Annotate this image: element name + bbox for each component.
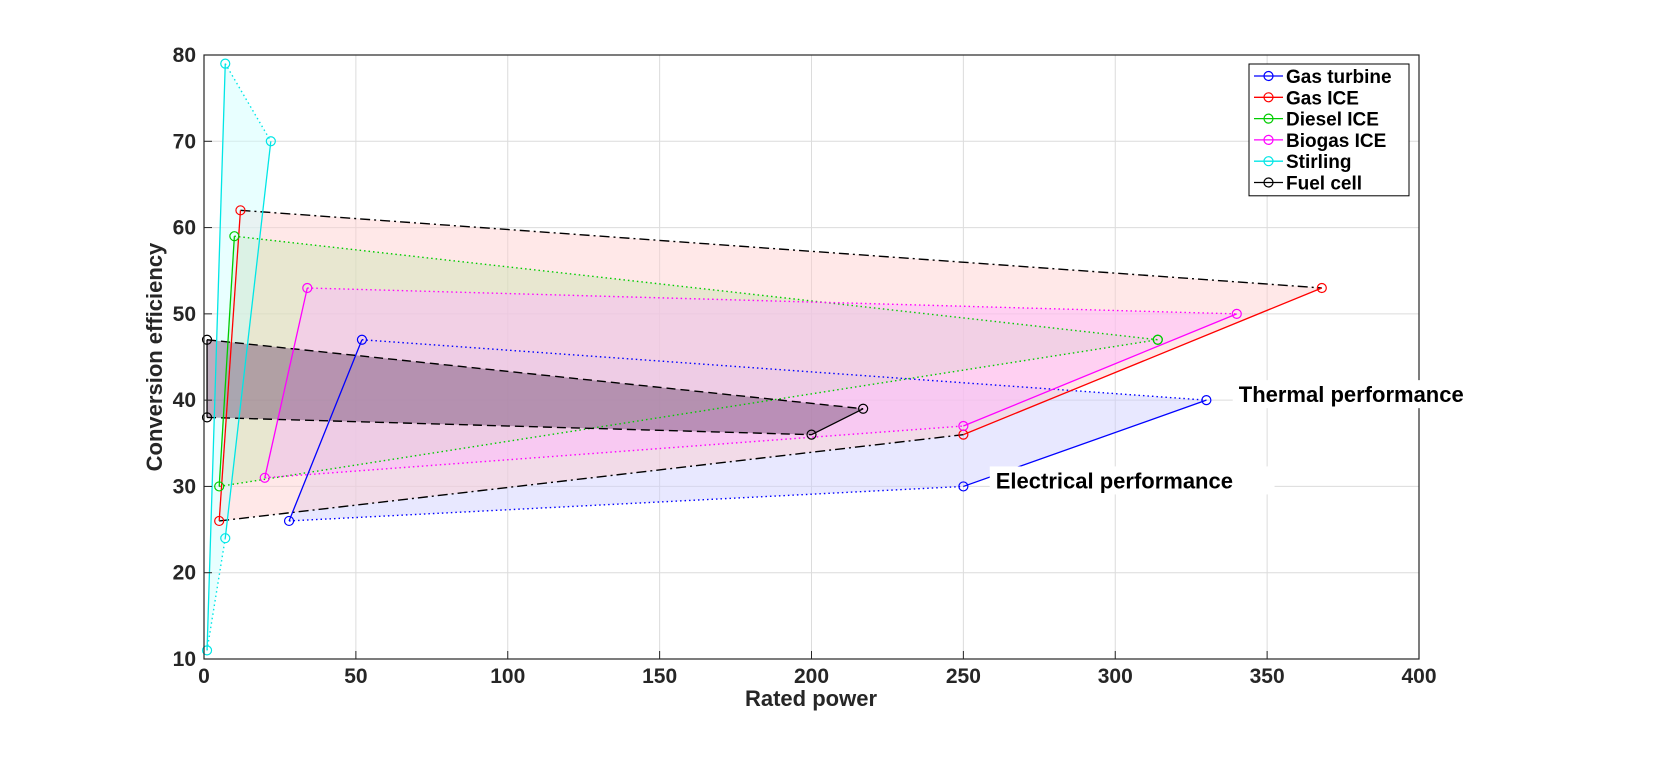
- x-tick-label: 250: [946, 665, 981, 688]
- legend-swatch-marker: [1263, 70, 1274, 82]
- edge-electrical-diesel-ice: [219, 339, 1158, 488]
- x-tick-label: 300: [1098, 665, 1133, 688]
- series-line-small-gas-turbine: [288, 339, 363, 522]
- annotation-background: [989, 466, 1275, 495]
- edge-electrical-fuel-cell: [207, 416, 812, 436]
- x-tick-label: 0: [198, 665, 210, 688]
- point-marker-stirling: [201, 645, 213, 656]
- fill-area-gas-turbine: [289, 339, 1207, 521]
- x-tick-label: 100: [490, 665, 525, 688]
- x-tick-label: 350: [1250, 665, 1285, 688]
- edge-electrical-gas-turbine: [289, 485, 964, 522]
- edge-thermal-stirling: [224, 63, 272, 142]
- point-marker-diesel-ice: [1152, 334, 1163, 345]
- point-marker-biogas-ice: [259, 472, 270, 483]
- point-marker-diesel-ice: [214, 481, 225, 492]
- legend-entry-biogas-ice: Biogas ICE: [1286, 131, 1386, 152]
- edge-electrical-stirling: [206, 538, 226, 651]
- fill-area-fuel-cell: [207, 339, 864, 435]
- legend-swatch-marker: [1263, 177, 1274, 188]
- x-tick-label: 150: [642, 665, 677, 688]
- series-edges: [206, 63, 1322, 651]
- series-markers: [201, 58, 1327, 656]
- point-marker-stirling: [265, 136, 276, 147]
- legend-entry-fuel-cell: Fuel cell: [1286, 174, 1362, 195]
- y-tick-label: 20: [173, 562, 196, 585]
- series-line-small-diesel-ice: [218, 236, 236, 487]
- legend-swatch-marker: [1263, 156, 1274, 167]
- point-marker-gas-ice: [235, 205, 246, 216]
- y-axis-label: Conversion efficiency: [142, 242, 167, 471]
- x-tick-label: 50: [344, 665, 367, 688]
- fill-area-stirling: [207, 63, 271, 651]
- y-tick-label: 30: [173, 475, 196, 498]
- point-marker-fuel-cell: [858, 403, 869, 414]
- x-axis-label: Rated power: [745, 686, 877, 711]
- annotation-thermal: Thermal performance: [1239, 382, 1464, 407]
- edge-thermal-diesel-ice: [234, 235, 1158, 341]
- series-line-small-stirling: [206, 63, 226, 651]
- legend-entry-stirling: Stirling: [1286, 152, 1351, 173]
- edge-thermal-gas-turbine: [361, 339, 1207, 401]
- point-marker-biogas-ice: [958, 420, 969, 432]
- point-marker-gas-turbine: [958, 481, 969, 492]
- point-marker-stirling: [220, 58, 231, 69]
- x-tick-label: 200: [794, 665, 829, 688]
- y-tick-label: 70: [173, 130, 196, 153]
- point-marker-biogas-ice: [1231, 308, 1242, 319]
- x-axis-ticks: 0 50 100 150 200 250 300 350 400: [198, 651, 1437, 688]
- y-tick-label: 10: [173, 648, 196, 671]
- edge-thermal-fuel-cell: [206, 339, 864, 410]
- point-marker-gas-turbine: [356, 334, 368, 345]
- legend-entry-diesel-ice: Diesel ICE: [1286, 110, 1379, 131]
- x-tick-label: 400: [1401, 665, 1436, 688]
- edge-electrical-gas-ice: [219, 433, 964, 522]
- point-marker-gas-turbine: [283, 515, 295, 527]
- y-tick-label: 50: [173, 303, 196, 326]
- annotations: Thermal performance Electrical performanc…: [989, 380, 1481, 495]
- point-marker-gas-turbine: [1201, 395, 1212, 406]
- legend-swatch-marker: [1263, 113, 1274, 124]
- point-marker-gas-ice: [214, 515, 225, 527]
- legend-entry-gas-turbine: Gas turbine: [1286, 67, 1392, 88]
- series-line-small-gas-ice: [218, 210, 242, 521]
- edge-thermal-biogas-ice: [307, 287, 1237, 315]
- legend-swatch-marker: [1263, 92, 1274, 103]
- annotation-background: [1232, 380, 1481, 409]
- point-marker-fuel-cell: [201, 334, 213, 345]
- point-marker-diesel-ice: [229, 231, 240, 242]
- series-line-large-gas-ice: [963, 287, 1323, 436]
- point-marker-fuel-cell: [806, 429, 817, 440]
- series-line-large-biogas-ice: [963, 313, 1237, 427]
- legend-box: [1248, 63, 1410, 197]
- fill-area-biogas-ice: [264, 287, 1237, 478]
- edge-thermal-gas-ice: [240, 209, 1322, 289]
- series-line-large-stirling: [224, 141, 272, 539]
- y-tick-label: 80: [173, 44, 196, 67]
- legend-swatch-marker: [1263, 134, 1274, 145]
- series-line-small-biogas-ice: [264, 287, 308, 478]
- series-line-large-fuel-cell: [811, 408, 864, 436]
- point-marker-stirling: [220, 533, 231, 544]
- y-tick-label: 60: [173, 217, 196, 240]
- y-axis-ticks: 10 20 30 40 50 60 70 80: [173, 44, 212, 671]
- point-marker-gas-ice: [1316, 282, 1327, 294]
- point-marker-fuel-cell: [201, 412, 213, 423]
- legend-entry-gas-ice: Gas ICE: [1286, 88, 1359, 109]
- point-marker-biogas-ice: [302, 282, 313, 294]
- y-tick-label: 40: [173, 389, 196, 412]
- annotation-electrical: Electrical performance: [996, 468, 1233, 493]
